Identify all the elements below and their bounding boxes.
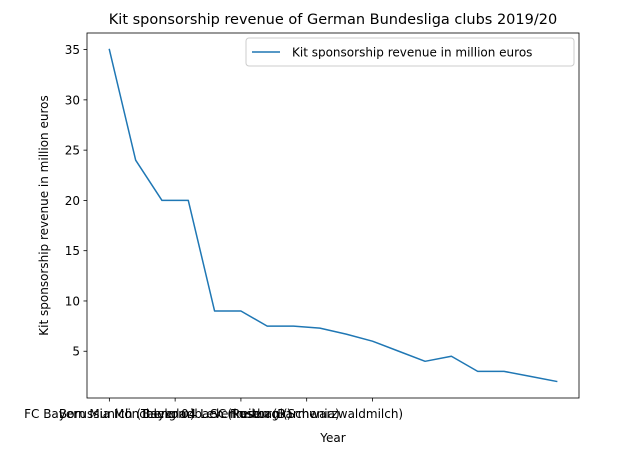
plot-area (87, 33, 579, 398)
legend: Kit sponsorship revenue in million euros (245, 37, 575, 67)
axes-background (87, 33, 579, 398)
y-tick-label: 5 (72, 345, 80, 359)
y-tick-label: 15 (65, 244, 80, 258)
y-tick-label: 20 (65, 194, 80, 208)
x-tick-label: FC Bayern Munich (Telekom) (24, 407, 195, 421)
x-tick-label: Bayer 04 Leverkusen (Barmenia) (142, 407, 339, 421)
y-axis: 5 10 15 20 25 30 35 (65, 43, 87, 359)
legend-label: Kit sponsorship revenue in million euros (292, 46, 532, 60)
y-axis-label: Kit sponsorship revenue in million euros (37, 95, 51, 335)
y-tick-label: 35 (65, 43, 80, 57)
x-axis: FC Bayern Munich (Telekom)Borussia Mönch… (24, 398, 403, 421)
axes-frame (86, 32, 580, 399)
x-tick-label: Borussia Mönchengladbach (Postbank) (59, 407, 292, 421)
series-line (108, 48, 558, 383)
y-tick-label: 10 (65, 294, 80, 308)
y-tick-label: 30 (65, 93, 80, 107)
legend-box (245, 37, 575, 67)
y-tick-label: 25 (65, 144, 80, 158)
x-axis-label: Year (319, 431, 345, 445)
x-tick-label: SC Freiburg (Schwarzwaldmilch) (210, 407, 403, 421)
chart-title: Kit sponsorship revenue of German Bundes… (109, 12, 557, 28)
